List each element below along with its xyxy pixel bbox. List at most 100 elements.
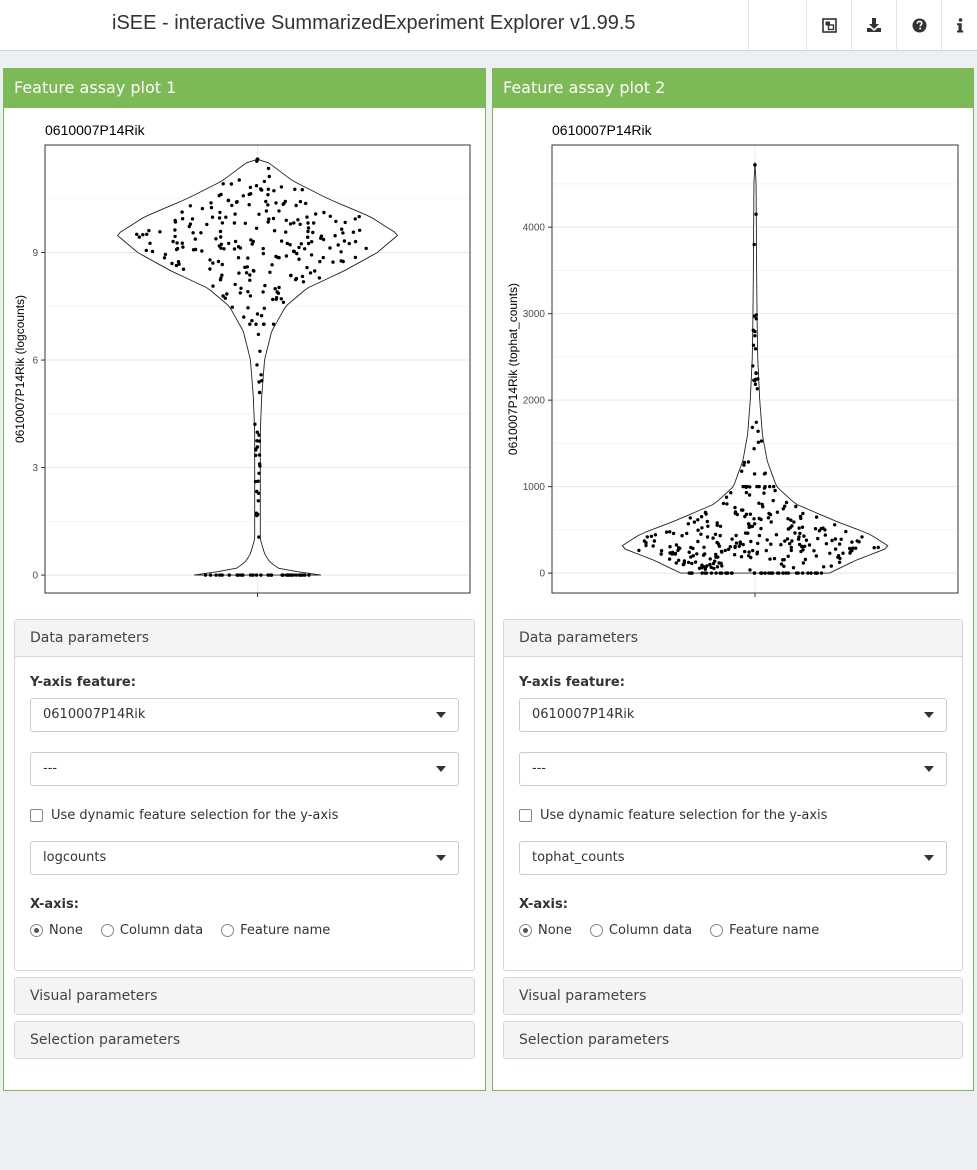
feature-assay-plot-1-panel: Feature assay plot 1 0610007P14Rik 0 3 6 9 06… (3, 68, 486, 1091)
x-axis-option-column-data[interactable]: Column data (589, 923, 693, 938)
data-point (668, 530, 672, 534)
export-panels-button[interactable] (807, 0, 851, 50)
data-point (704, 512, 708, 516)
violin-chart[interactable]: 0610007P14Rik 0 3 6 9 0610007P14Rik (logcount… (4, 108, 485, 614)
data-point (257, 212, 261, 216)
data-point (251, 573, 255, 577)
y-axis-secondary-select[interactable]: --- (30, 752, 459, 786)
data-point (208, 267, 212, 271)
data-point (786, 527, 791, 531)
data-point (723, 548, 727, 553)
data-point (801, 561, 806, 565)
data-point (702, 545, 706, 549)
data-point (715, 521, 719, 525)
data-point (782, 558, 786, 562)
data-point (216, 259, 221, 264)
x-axis-option-none[interactable]: None (30, 923, 83, 938)
data-point (768, 557, 772, 561)
selection-parameters-header[interactable]: Selection parameters (15, 1022, 474, 1058)
info-icon (956, 17, 963, 32)
checkbox[interactable] (519, 809, 532, 822)
info-button[interactable] (942, 0, 977, 50)
data-point (289, 273, 293, 278)
data-point (659, 549, 664, 553)
data-point (703, 567, 707, 571)
data-point (781, 571, 785, 575)
data-point (687, 550, 691, 554)
data-point (786, 517, 790, 521)
selection-parameters-box[interactable]: Selection parameters (503, 1021, 963, 1059)
data-point (300, 188, 304, 192)
data-point (695, 552, 699, 556)
data-point (715, 565, 720, 569)
y-axis-feature-select[interactable]: 0610007P14Rik (519, 698, 947, 732)
radio-button[interactable] (710, 924, 724, 937)
data-point (257, 439, 262, 443)
radio-button[interactable] (519, 924, 532, 937)
radio-button[interactable] (100, 924, 114, 937)
x-axis-option-column-data[interactable]: Column data (100, 923, 203, 938)
y-axis-feature-select[interactable]: 0610007P14Rik (30, 698, 459, 732)
data-point (790, 524, 794, 528)
data-point (690, 571, 694, 575)
data-point (236, 573, 241, 577)
assay-select[interactable]: logcounts (30, 841, 459, 875)
data-point (704, 571, 709, 575)
radio-label: Column data (608, 923, 693, 938)
data-point (253, 422, 257, 426)
radio-label: Feature name (240, 923, 331, 938)
data-point (220, 573, 224, 577)
visual-parameters-header[interactable]: Visual parameters (504, 978, 962, 1014)
checkbox[interactable] (30, 809, 43, 822)
assay-select[interactable]: tophat_counts (519, 841, 947, 875)
data-point (706, 524, 710, 528)
app-title: iSEE - interactive SummarizedExperiment … (112, 12, 636, 34)
plot-area[interactable]: 0610007P14Rik 0 3 6 9 0610007P14Rik (logcount… (4, 108, 485, 614)
visual-parameters-box[interactable]: Visual parameters (14, 977, 475, 1015)
y-axis-secondary-select[interactable]: --- (519, 752, 947, 786)
data-point (297, 257, 301, 261)
visual-parameters-box[interactable]: Visual parameters (503, 977, 963, 1015)
download-button[interactable] (852, 0, 896, 50)
data-point (239, 286, 243, 290)
data-point (281, 573, 285, 577)
data-point (222, 247, 226, 251)
visual-parameters-header[interactable]: Visual parameters (15, 978, 474, 1014)
data-point (257, 433, 261, 437)
data-point (200, 249, 204, 253)
selection-parameters-header[interactable]: Selection parameters (504, 1022, 962, 1058)
violin-chart[interactable]: 0610007P14Rik 0 1000 2000 3000 4000 0610007P14… (493, 108, 973, 614)
radio-button[interactable] (221, 924, 235, 937)
data-point (273, 287, 277, 291)
data-parameters-header[interactable]: Data parameters (504, 620, 962, 657)
selection-parameters-box[interactable]: Selection parameters (14, 1021, 475, 1059)
data-point (257, 462, 262, 466)
data-point (753, 347, 758, 351)
select-value: logcounts (43, 850, 107, 865)
data-point (277, 256, 281, 260)
data-point (773, 488, 777, 493)
plot-area[interactable]: 0610007P14Rik 0 1000 2000 3000 4000 0610007P14… (493, 108, 973, 614)
data-point (317, 276, 322, 280)
data-point (779, 562, 784, 566)
data-point (254, 573, 259, 577)
data-parameters-header[interactable]: Data parameters (15, 620, 474, 657)
dynamic-feature-checkbox[interactable]: Use dynamic feature selection for the y-… (519, 808, 827, 823)
data-point (757, 501, 761, 505)
radio-button[interactable] (589, 924, 603, 937)
data-point (304, 201, 308, 206)
x-axis-option-feature-name[interactable]: Feature name (710, 923, 819, 938)
help-button[interactable] (897, 0, 941, 50)
data-point (272, 189, 276, 193)
data-point (751, 364, 755, 368)
x-axis-option-none[interactable]: None (519, 923, 572, 938)
y-axis-label: 0610007P14Rik (tophat_counts) (506, 283, 520, 455)
data-point (306, 226, 311, 230)
x-axis-option-feature-name[interactable]: Feature name (221, 923, 330, 938)
data-point (724, 571, 728, 575)
data-point (254, 512, 259, 516)
data-point (645, 535, 649, 539)
dynamic-feature-checkbox[interactable]: Use dynamic feature selection for the y-… (30, 808, 338, 823)
radio-button[interactable] (30, 924, 43, 937)
data-point (797, 542, 802, 547)
